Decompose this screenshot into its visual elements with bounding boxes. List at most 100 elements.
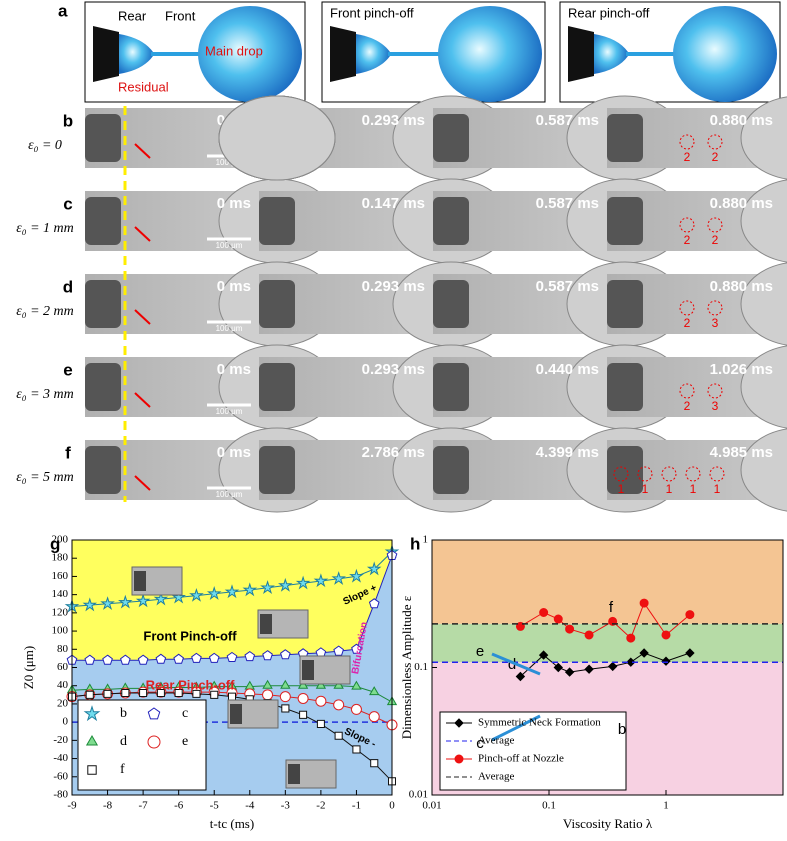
time-label: 0.293 ms [362,278,425,295]
drop-count: 2 [712,150,719,164]
legend-label: e [182,734,188,749]
y-tick-label: 0.01 [409,789,428,801]
neck [626,52,675,56]
drop-marker [661,466,677,482]
data-point [538,650,549,660]
panel-label: g [50,534,60,553]
y-tick-label: 140 [52,588,69,600]
drop-count: 2 [684,233,691,247]
data-point [228,692,236,701]
annotation: Front Pinch-off [143,628,237,643]
row-condition: ε₀ = 1 mm [16,221,74,236]
x-axis-label: t-tc (ms) [210,816,254,831]
data-point [173,653,184,664]
nozzle-image [607,280,643,328]
drop-count: 3 [712,399,719,413]
scale-bar-label: 100 μm [216,158,243,167]
time-label: 0 ms [217,278,251,295]
nozzle-image [433,446,469,494]
row-label: c [63,194,72,213]
x-tick-label: -3 [281,800,291,812]
time-label: 1.026 ms [710,361,773,378]
data-point [315,695,327,707]
y-tick-label: 0.1 [414,661,428,673]
drop-count: 2 [684,150,691,164]
x-tick-label: 0 [389,800,395,812]
inset-nozzle [288,764,300,784]
drop-marker [707,300,723,316]
legend-label: Average [478,735,515,747]
schematic-label: Rear [118,8,147,23]
nozzle-image [607,114,643,162]
nozzle-image [259,280,295,328]
region-label: e [476,643,484,660]
nozzle-image [433,114,469,162]
data-point [102,654,113,665]
inset-nozzle [230,704,242,724]
arrow [134,392,151,408]
row-condition: ε₀ = 3 mm [16,387,74,402]
time-label: 0.587 ms [536,195,599,212]
data-point [334,731,343,740]
data-point [135,593,151,608]
legend-marker [454,754,464,764]
x-tick-label: -7 [139,800,149,812]
y-tick-label: 1 [423,534,429,546]
drop-count: 2 [684,316,691,330]
series-line [520,602,691,639]
time-label: 0.293 ms [362,361,425,378]
data-point [260,580,275,595]
data-point [351,680,362,690]
data-point [210,690,219,699]
row-label: e [63,360,72,379]
neck [151,52,200,56]
legend-label: Average [478,771,515,783]
drop-count: 1 [642,482,649,496]
schematics [84,1,781,103]
data-point [192,689,201,698]
drop-image [740,262,787,346]
legend-label: f [120,762,125,777]
data-point [626,633,636,643]
data-point [226,651,238,662]
nozzle-image [607,446,643,494]
drop-marker [685,466,701,482]
data-point [174,689,183,697]
arrow [134,475,151,491]
arrow [134,143,151,159]
drop-marker [707,383,723,399]
nozzle-image [607,363,643,411]
time-label: 0.587 ms [536,278,599,295]
neck [388,52,440,56]
scale-bar-label: 100 μm [216,241,243,250]
annotation: Rear Pinch-off [146,677,236,692]
schematic-label: Residual [118,79,169,94]
data-point [244,650,256,662]
inset-nozzle [260,614,272,634]
drop-marker [707,134,723,150]
main-drop [198,6,302,102]
y-tick-label: -40 [53,752,68,764]
x-tick-label: -1 [352,800,361,812]
series-line [520,652,691,677]
nozzle-image [85,446,121,494]
main-drop [438,6,542,102]
data-point [279,691,291,703]
residual [594,34,628,74]
data-point [208,652,220,663]
data-point [661,656,671,666]
legend-label: Pinch-off at Nozzle [478,753,564,765]
nozzle-image [85,114,121,162]
arrow [134,226,151,242]
y-tick-label: 160 [52,570,69,582]
y-tick-label: -60 [53,770,68,782]
data-point [280,649,291,660]
scale-bar-label: 100 μm [216,407,243,416]
x-tick-label: 1 [663,800,669,812]
time-label: 0.293 ms [362,112,425,129]
y-tick-label: 80 [57,643,69,655]
data-point [369,686,380,696]
data-point [189,588,204,602]
time-label: 0 ms [217,361,251,378]
plot-frame [71,539,393,796]
